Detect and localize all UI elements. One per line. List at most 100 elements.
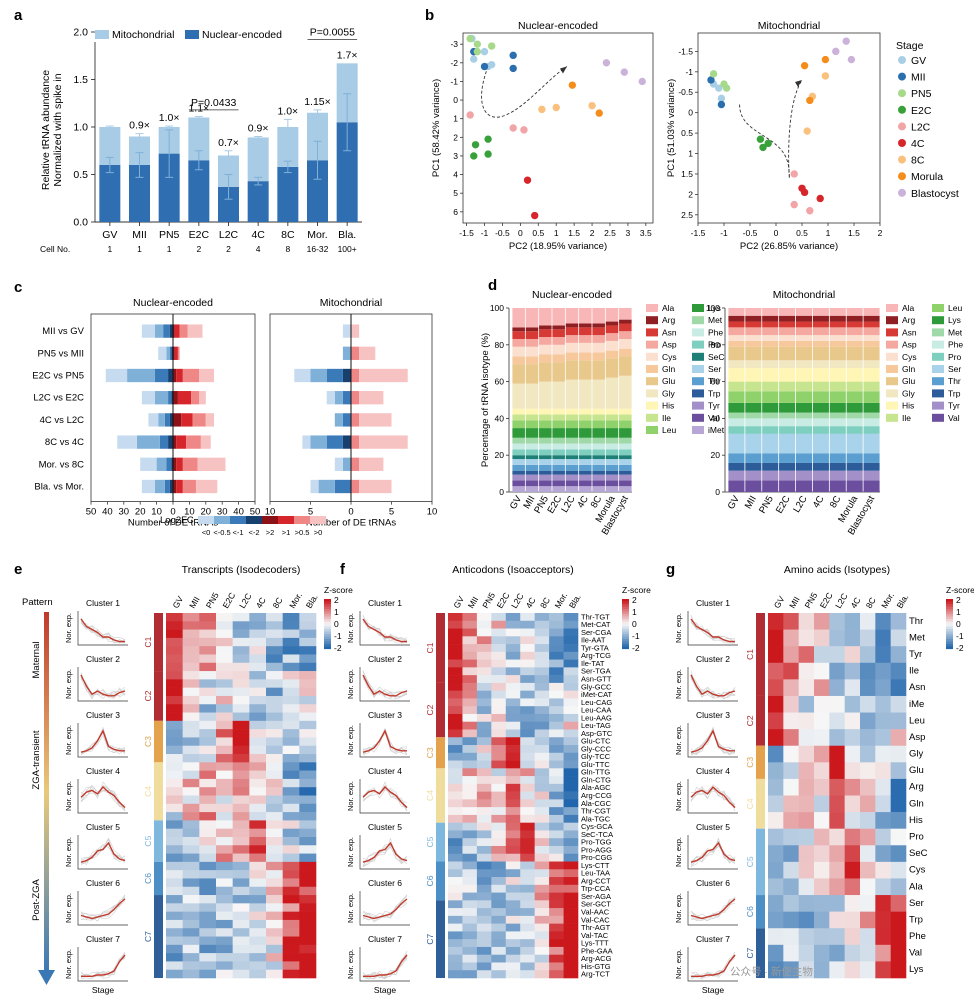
stack-segment-Tyr [605,474,619,481]
heatmap-cell [798,762,815,780]
stack-segment-Gln [565,352,579,361]
stack-segment-Ala [863,308,880,316]
heatmap-cell [166,654,183,664]
x-tick-label: 2 [590,228,595,238]
heatmap-cell [249,637,267,647]
stack-segment-Cys [565,342,579,353]
heatmap-cell [549,690,564,699]
stack-segment-Arg [619,319,632,324]
heatmap-cell [299,953,317,962]
cluster-axes [687,947,738,982]
cluster-gene-trace [80,837,126,862]
zscore-title: Z-score [324,585,353,595]
heatmap-cell [534,822,550,831]
heatmap-cell [783,762,799,780]
legend-label-Arg: Arg [902,315,916,325]
heatmap-cell [249,621,267,630]
heatmap-cell [860,646,876,664]
heatmap-cell [232,886,250,896]
cluster-title: Cluster 1 [86,598,120,608]
scatter-point-MII [509,51,517,60]
heatmap-cell [266,662,283,672]
heatmap-cell [534,713,550,723]
fold-change-label: 0.9× [129,120,150,132]
comparison-label: 4C vs L2C [40,415,84,426]
legend-label: >1 [282,528,291,537]
heatmap-cell [299,961,317,971]
x-tick-label: 8C [828,494,844,510]
y-tick-label: 100 [490,303,504,313]
x-tick-label: -0.5 [743,228,758,238]
heatmap-cell [768,861,784,879]
heatmap-cell [476,752,492,761]
heatmap-cell [199,861,217,871]
heatmap-cell [476,729,492,738]
stack-segment-Ser [605,459,619,465]
stack-segment-Pro [539,449,552,456]
heatmap-cell [563,721,579,730]
heatmap-cell [282,654,300,664]
legend-label: >0 [314,528,323,537]
stack-segment-Leu [539,420,552,429]
stack-segment-Arg [812,315,829,322]
de-bar-down [169,346,172,360]
zscore-tick: 1 [334,607,339,617]
heatmap-row-label: Gly-TCC [581,752,611,761]
heatmap-cell [266,911,283,921]
heatmap-cell [249,911,267,921]
heatmap-cell [166,895,183,904]
cluster-y-label: Nor. exp. [64,725,73,755]
stack-segment-Lys [728,402,745,413]
de-bar-down [326,391,335,405]
cluster-axes [687,779,738,814]
heatmap-cell [549,682,564,691]
y-tick-label: 0.5 [681,128,693,138]
stack-segment-Pro [795,426,813,434]
legend-swatch-Gln [886,365,898,373]
heatmap-cell [216,836,233,846]
heatmap-cell [266,720,283,730]
heatmap-cell [798,646,815,664]
heatmap-cell [534,915,550,924]
trajectory-arrow [739,79,803,179]
heatmap-cell [844,695,861,713]
heatmap-cell [448,861,463,870]
heatmap-cell [476,651,492,660]
heatmap-cell [462,737,478,746]
stack-segment-Trp [619,470,632,475]
stack-segment-iMet [592,486,605,492]
zscore-gradient [946,611,953,615]
stack-segment-Thr [812,453,829,463]
x-tick-label: 2 [878,228,883,238]
heatmap-cell [534,853,550,862]
heatmap-cell [875,961,891,979]
de-bar-down [168,368,173,383]
heatmap-cell [282,903,300,912]
heatmap-cell [534,923,550,932]
stack-segment-Met [592,437,605,444]
stack-segment-Tyr [619,474,632,481]
stack-segment-Ser [552,459,565,465]
legend-swatch-His [886,401,898,410]
scatter-point-Blastocyst [842,37,850,45]
heatmap-cell [299,795,317,805]
heatmap-cell [462,667,478,676]
heatmap-cell [216,613,233,622]
heatmap-cell [282,944,300,954]
heatmap-row-label: Asn-GTT [581,675,612,684]
heatmap-column-label: Bla. [304,592,320,610]
heatmap-cell [844,712,861,730]
heatmap-cell [232,662,250,672]
legend-label-Ile: Ile [902,413,911,423]
heatmap-cell [491,613,507,622]
heatmap-cell [534,613,550,622]
legend-label: >0.5 [295,528,310,537]
heatmap-cell [491,791,507,800]
heatmap-row-label: Trp-CCA [581,884,610,893]
heatmap-cell [534,682,550,691]
heatmap-cell [182,695,200,705]
de-bar-down [342,324,351,338]
heatmap-cell [266,629,283,639]
x-tick-label: -1.5 [691,228,706,238]
zscore-tick: -1 [334,631,342,641]
